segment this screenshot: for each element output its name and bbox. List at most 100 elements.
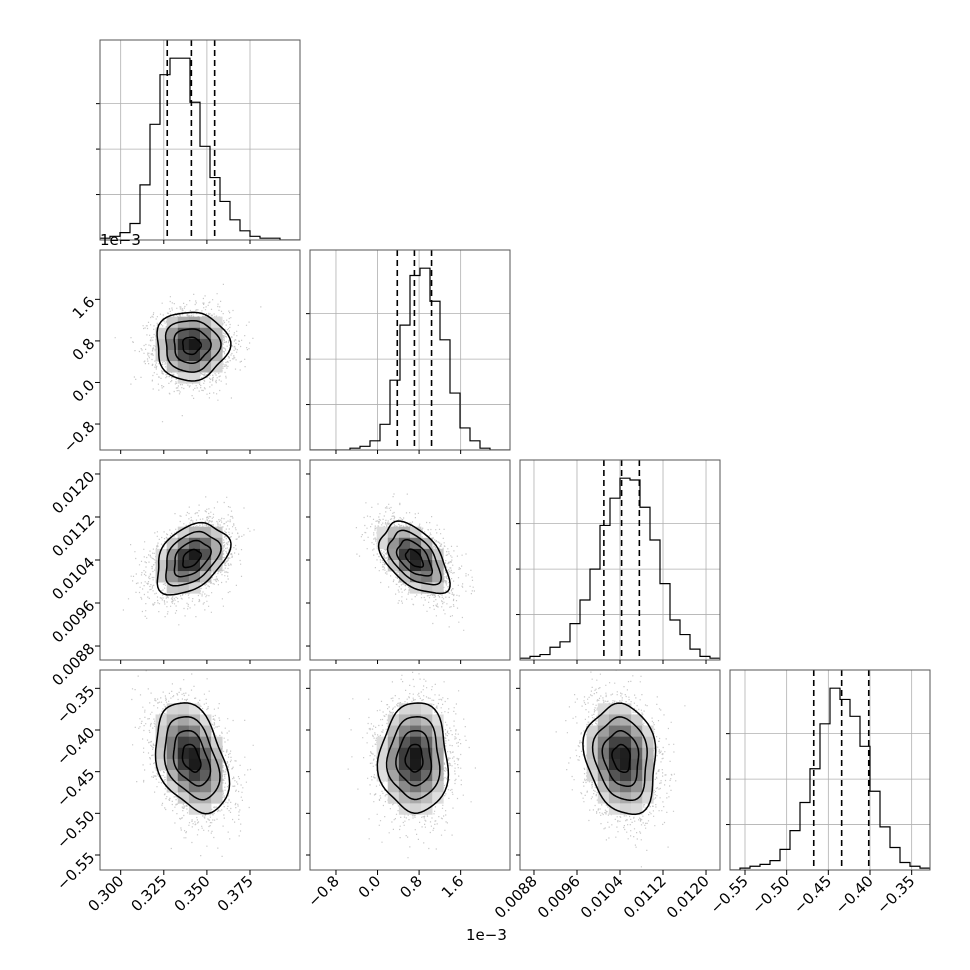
- density-cell: [166, 571, 179, 583]
- density-cell: [432, 548, 444, 561]
- contour-line: [601, 729, 640, 788]
- density-cell: [398, 781, 411, 793]
- panel-content: [730, 670, 930, 870]
- density-cell: [177, 361, 190, 373]
- y-tick-label: 0.0088: [49, 640, 99, 690]
- contour-line: [173, 328, 212, 365]
- density-cell: [200, 736, 212, 749]
- density-cell: [410, 526, 422, 539]
- offset-label-x: 1e−3: [466, 926, 507, 944]
- x-tick-label: −0.40: [832, 872, 877, 917]
- panel-frame: [99, 39, 301, 241]
- density-cell: [620, 703, 632, 715]
- x-tick-label: 0.350: [171, 872, 214, 915]
- density-cell: [387, 560, 400, 572]
- contour-line: [182, 336, 203, 356]
- density-cell: [166, 758, 179, 771]
- panel-frame: [99, 669, 301, 871]
- density-cell: [177, 372, 190, 384]
- density-cell: [620, 725, 632, 737]
- density-cell: [177, 526, 190, 539]
- density-cell: [586, 758, 599, 771]
- y-tick-label: 0.8: [69, 335, 99, 365]
- density-cell: [166, 350, 179, 362]
- contour-line: [404, 548, 425, 568]
- x-tick-label: 0.0096: [534, 872, 584, 922]
- density-cell: [432, 781, 444, 793]
- contour-line: [377, 520, 451, 595]
- density-cell: [387, 714, 400, 726]
- density-cell: [398, 770, 411, 782]
- density-cell: [211, 537, 223, 550]
- density-cell: [387, 758, 400, 771]
- density-cell: [642, 758, 654, 771]
- density-cell: [200, 537, 212, 550]
- density-cell: [188, 725, 201, 737]
- x-tick-label: −0.45: [790, 872, 835, 917]
- density-cell: [200, 758, 212, 771]
- density-cell: [376, 537, 389, 550]
- density-cell: [620, 747, 632, 760]
- density-cell: [177, 327, 190, 340]
- density-cell: [211, 758, 223, 771]
- contour-line: [385, 716, 441, 801]
- contour-line: [395, 538, 434, 577]
- density-cell: [387, 747, 400, 760]
- density-cell: [188, 792, 201, 804]
- x-tick-label: −0.50: [748, 872, 793, 917]
- density-cell: [421, 714, 433, 726]
- density-cell: [398, 537, 411, 550]
- y-tick-label: 0.0096: [49, 597, 99, 647]
- density-cell: [398, 548, 411, 561]
- density-cell: [376, 758, 389, 771]
- density-cell: [387, 736, 400, 749]
- density-cell: [188, 350, 201, 362]
- density-cell: [421, 571, 433, 583]
- density-cell: [597, 703, 610, 715]
- density-cell: [586, 747, 599, 760]
- density-cell: [177, 537, 190, 550]
- panel-1-1: [306, 249, 511, 451]
- density-cell: [155, 548, 167, 561]
- density-cell: [200, 338, 212, 351]
- density-cell: [620, 770, 632, 782]
- x-tick-label: 0.0120: [663, 872, 713, 922]
- density-cell: [211, 361, 223, 373]
- density-cell: [200, 792, 212, 804]
- density-cell: [387, 781, 400, 793]
- panel-1-0: [99, 249, 301, 451]
- y-tick-label: 0.0120: [49, 468, 99, 518]
- density-cell: [597, 758, 610, 771]
- density-cell: [200, 327, 212, 340]
- density-cell: [200, 714, 212, 726]
- density-cell: [421, 770, 433, 782]
- y-tick-label: 0.0112: [49, 511, 99, 561]
- density-cell: [387, 770, 400, 782]
- x-tick-label: −0.35: [873, 872, 918, 917]
- density-cell: [398, 758, 411, 771]
- density-cell: [421, 747, 433, 760]
- density-cell: [631, 758, 643, 771]
- density-cell: [166, 338, 179, 351]
- density-cell: [432, 571, 444, 583]
- density-cell: [421, 560, 433, 572]
- density-cell: [398, 792, 411, 804]
- x-tick-label: 0.0088: [491, 872, 541, 922]
- density-cell: [177, 582, 190, 594]
- x-tick-label: −0.55: [707, 872, 752, 917]
- density-cell: [410, 582, 422, 594]
- density-cell: [155, 736, 167, 749]
- density-cell: [376, 770, 389, 782]
- density-cell: [188, 736, 201, 749]
- density-cell: [432, 582, 444, 594]
- density-cell: [410, 736, 422, 749]
- panel-content: [355, 493, 475, 631]
- density-cell: [166, 736, 179, 749]
- density-cell: [166, 781, 179, 793]
- density-cell: [177, 316, 190, 329]
- density-cell: [608, 792, 621, 804]
- density-cell: [200, 526, 212, 539]
- density-cell: [398, 736, 411, 749]
- x-tick-label: 0.0104: [577, 872, 627, 922]
